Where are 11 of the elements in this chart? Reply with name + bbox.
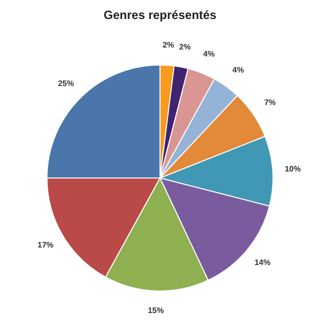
data-label: 14% [254, 258, 270, 267]
data-label: 4% [203, 49, 215, 58]
data-label: 2% [162, 40, 174, 50]
data-label: 10% [284, 164, 301, 174]
data-label: 7% [264, 98, 276, 108]
data-label: 2% [179, 42, 191, 52]
chart-title: Genres représentés [104, 8, 217, 22]
data-label: 17% [38, 240, 54, 250]
data-label: 15% [148, 306, 164, 315]
data-label: 25% [58, 78, 74, 88]
data-label: 4% [232, 65, 244, 74]
